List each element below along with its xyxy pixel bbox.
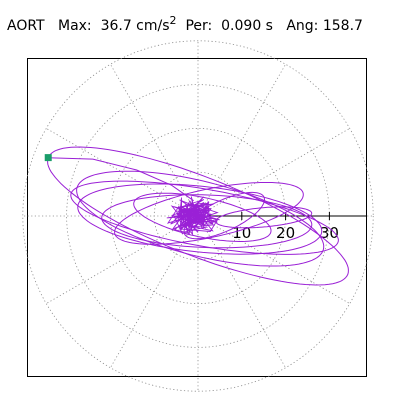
grid-spoke xyxy=(110,215,199,368)
grid-spoke xyxy=(46,215,199,304)
acceleration-loop xyxy=(47,146,349,286)
grid-spoke xyxy=(110,64,199,217)
central-tangle xyxy=(166,196,220,236)
max-marker xyxy=(44,154,52,162)
period-value: 0.090 s xyxy=(221,18,273,34)
max-unit-exponent: 2 xyxy=(169,14,177,27)
grid-spoke xyxy=(197,215,350,304)
x-tick-label: 30 xyxy=(320,224,339,242)
acceleration-loops xyxy=(47,146,349,286)
grid-ring xyxy=(22,40,374,392)
vessel-label: AORT xyxy=(7,18,45,34)
plot-frame xyxy=(27,58,367,377)
angle-value: 158.7 xyxy=(322,18,363,34)
period-label: Per: xyxy=(185,18,213,34)
angle-label: Ang: xyxy=(286,18,319,34)
polar-grid xyxy=(22,40,374,392)
x-tick-label: 10 xyxy=(232,224,251,242)
acceleration-loop xyxy=(133,192,272,242)
waveform-header: AORT Max: 36.7 cm/s2 Per: 0.090 s Ang: 1… xyxy=(7,14,363,36)
marker-layer xyxy=(44,154,52,162)
grid-spoke xyxy=(46,128,199,217)
max-tail xyxy=(48,157,194,202)
acceleration-loop xyxy=(101,194,313,249)
max-value: 36.7 cm/s xyxy=(100,18,170,34)
acceleration-loop xyxy=(77,183,323,255)
x-tick-label: 20 xyxy=(276,224,295,242)
grid-spoke xyxy=(197,215,286,368)
acceleration-loop xyxy=(183,191,265,240)
grid-spoke xyxy=(197,128,350,217)
acceleration-loop xyxy=(114,182,304,245)
acceleration-loop xyxy=(76,170,325,267)
max-label: Max: xyxy=(57,18,92,34)
acceleration-loop xyxy=(70,180,339,255)
x-axis: 10 20 30 xyxy=(198,212,367,242)
